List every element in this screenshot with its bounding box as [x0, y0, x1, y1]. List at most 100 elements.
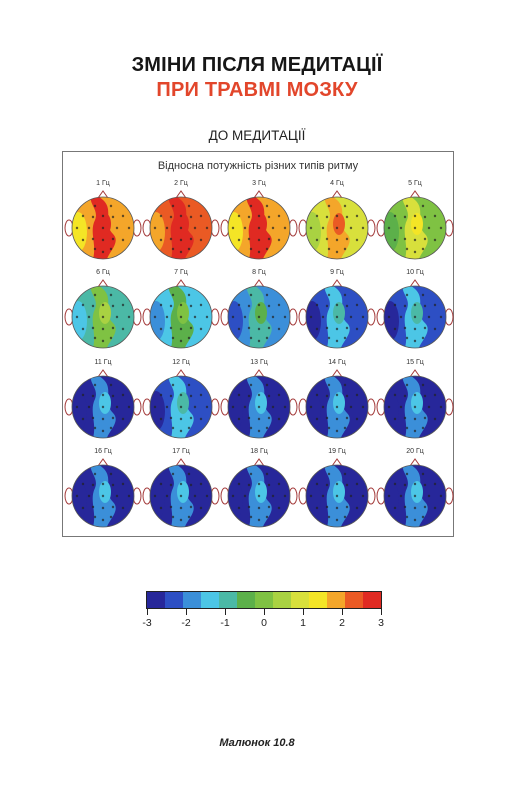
topomap-label: 14 Гц: [328, 359, 346, 366]
electrode-dot: [361, 315, 365, 319]
color-scale-segment: [237, 592, 255, 608]
electrode-dot: [247, 416, 251, 420]
electrode-dot: [393, 214, 397, 218]
electrode-dot: [169, 215, 173, 219]
topomap-hotspot: [177, 213, 189, 235]
electrode-dot: [413, 250, 417, 254]
nose-shape: [331, 279, 343, 288]
electrode-dot: [205, 405, 209, 409]
nose-shape: [97, 279, 109, 288]
electrode-dot: [247, 304, 251, 308]
electrode-dot: [249, 383, 253, 387]
electrode-dot: [343, 247, 347, 251]
electrode-dot: [403, 505, 407, 509]
electrode-dot: [361, 226, 365, 230]
electrode-dot: [413, 405, 417, 409]
electrode-dot: [413, 393, 417, 397]
electrode-dot: [109, 472, 113, 476]
electrode-dot: [249, 515, 253, 519]
topomap-head: [376, 369, 454, 439]
topomap-head: [298, 458, 376, 528]
electrode-dot: [393, 238, 397, 242]
electrode-dot: [413, 327, 417, 331]
nose-shape: [253, 279, 265, 288]
electrode-dot: [179, 482, 183, 486]
nose-shape: [409, 369, 421, 378]
electrode-dot: [335, 226, 339, 230]
color-scale-tick-label: 2: [339, 617, 345, 629]
topomap-label: 1 Гц: [96, 180, 110, 187]
electrode-dot: [179, 250, 183, 254]
electrode-dot: [335, 339, 339, 343]
electrode-dot: [159, 214, 163, 218]
electrode-dot: [199, 327, 203, 331]
electrode-dot: [75, 494, 79, 498]
color-scale-tick-label: -3: [142, 617, 152, 629]
electrode-dot: [171, 426, 175, 430]
electrode-dot: [159, 482, 163, 486]
electrode-dot: [159, 417, 163, 421]
topomap-label: 18 Гц: [250, 448, 268, 455]
electrode-dot: [171, 204, 175, 208]
color-scale: -3 -2 -1 0 1 2 3: [142, 591, 384, 637]
topomap-head: [376, 190, 454, 260]
electrode-dot: [335, 482, 339, 486]
electrode-dot: [179, 327, 183, 331]
electrode-dot: [171, 247, 175, 251]
topomap-head: [142, 458, 220, 528]
head-outline: [305, 464, 369, 528]
electrode-dot: [93, 247, 97, 251]
electrode-dot: [187, 383, 191, 387]
electrode-dot: [81, 238, 85, 242]
electrode-dot: [179, 303, 183, 307]
electrode-dot: [243, 405, 247, 409]
electrode-dot: [101, 214, 105, 218]
topomap-head: [142, 369, 220, 439]
electrode-dot: [257, 482, 261, 486]
electrode-dot: [187, 472, 191, 476]
topomap-head: [220, 458, 298, 528]
electrode-dot: [101, 417, 105, 421]
color-scale-segment: [363, 592, 381, 608]
electrode-dot: [433, 393, 437, 397]
electrode-dot: [345, 237, 349, 241]
electrode-dot: [115, 405, 119, 409]
electrode-dot: [327, 247, 331, 251]
topomap-head: [64, 190, 142, 260]
electrode-dot: [423, 237, 427, 241]
topomap-label: 12 Гц: [172, 359, 190, 366]
electrode-dot: [257, 494, 261, 498]
electrode-dot: [93, 204, 97, 208]
electrode-dot: [165, 226, 169, 230]
color-scale-segment: [219, 592, 237, 608]
electrode-dot: [111, 326, 115, 330]
topomap-hotspot: [411, 481, 423, 503]
electrode-dot: [187, 293, 191, 297]
electrode-dot: [101, 482, 105, 486]
electrode-dot: [111, 304, 115, 308]
electrode-dot: [237, 238, 241, 242]
electrode-dot: [243, 226, 247, 230]
color-scale-bar: [146, 591, 382, 609]
head-outline: [71, 375, 135, 439]
electrode-dot: [345, 394, 349, 398]
electrode-dot: [101, 339, 105, 343]
nose-shape: [175, 279, 187, 288]
electrode-dot: [199, 482, 203, 486]
electrode-dot: [283, 226, 287, 230]
electrode-dot: [315, 303, 319, 307]
figure-caption: Малюнок 10.8: [219, 737, 295, 749]
electrode-dot: [335, 417, 339, 421]
electrode-dot: [93, 293, 97, 297]
electrode-dot: [277, 214, 281, 218]
electrode-dot: [427, 226, 431, 230]
electrode-dot: [193, 405, 197, 409]
electrode-dot: [335, 238, 339, 242]
topomap-hotspot: [255, 481, 267, 503]
electrode-dot: [427, 405, 431, 409]
electrode-dot: [187, 426, 191, 430]
electrode-dot: [321, 405, 325, 409]
electrode-dot: [349, 226, 353, 230]
electrode-dot: [243, 315, 247, 319]
electrode-dot: [257, 315, 261, 319]
